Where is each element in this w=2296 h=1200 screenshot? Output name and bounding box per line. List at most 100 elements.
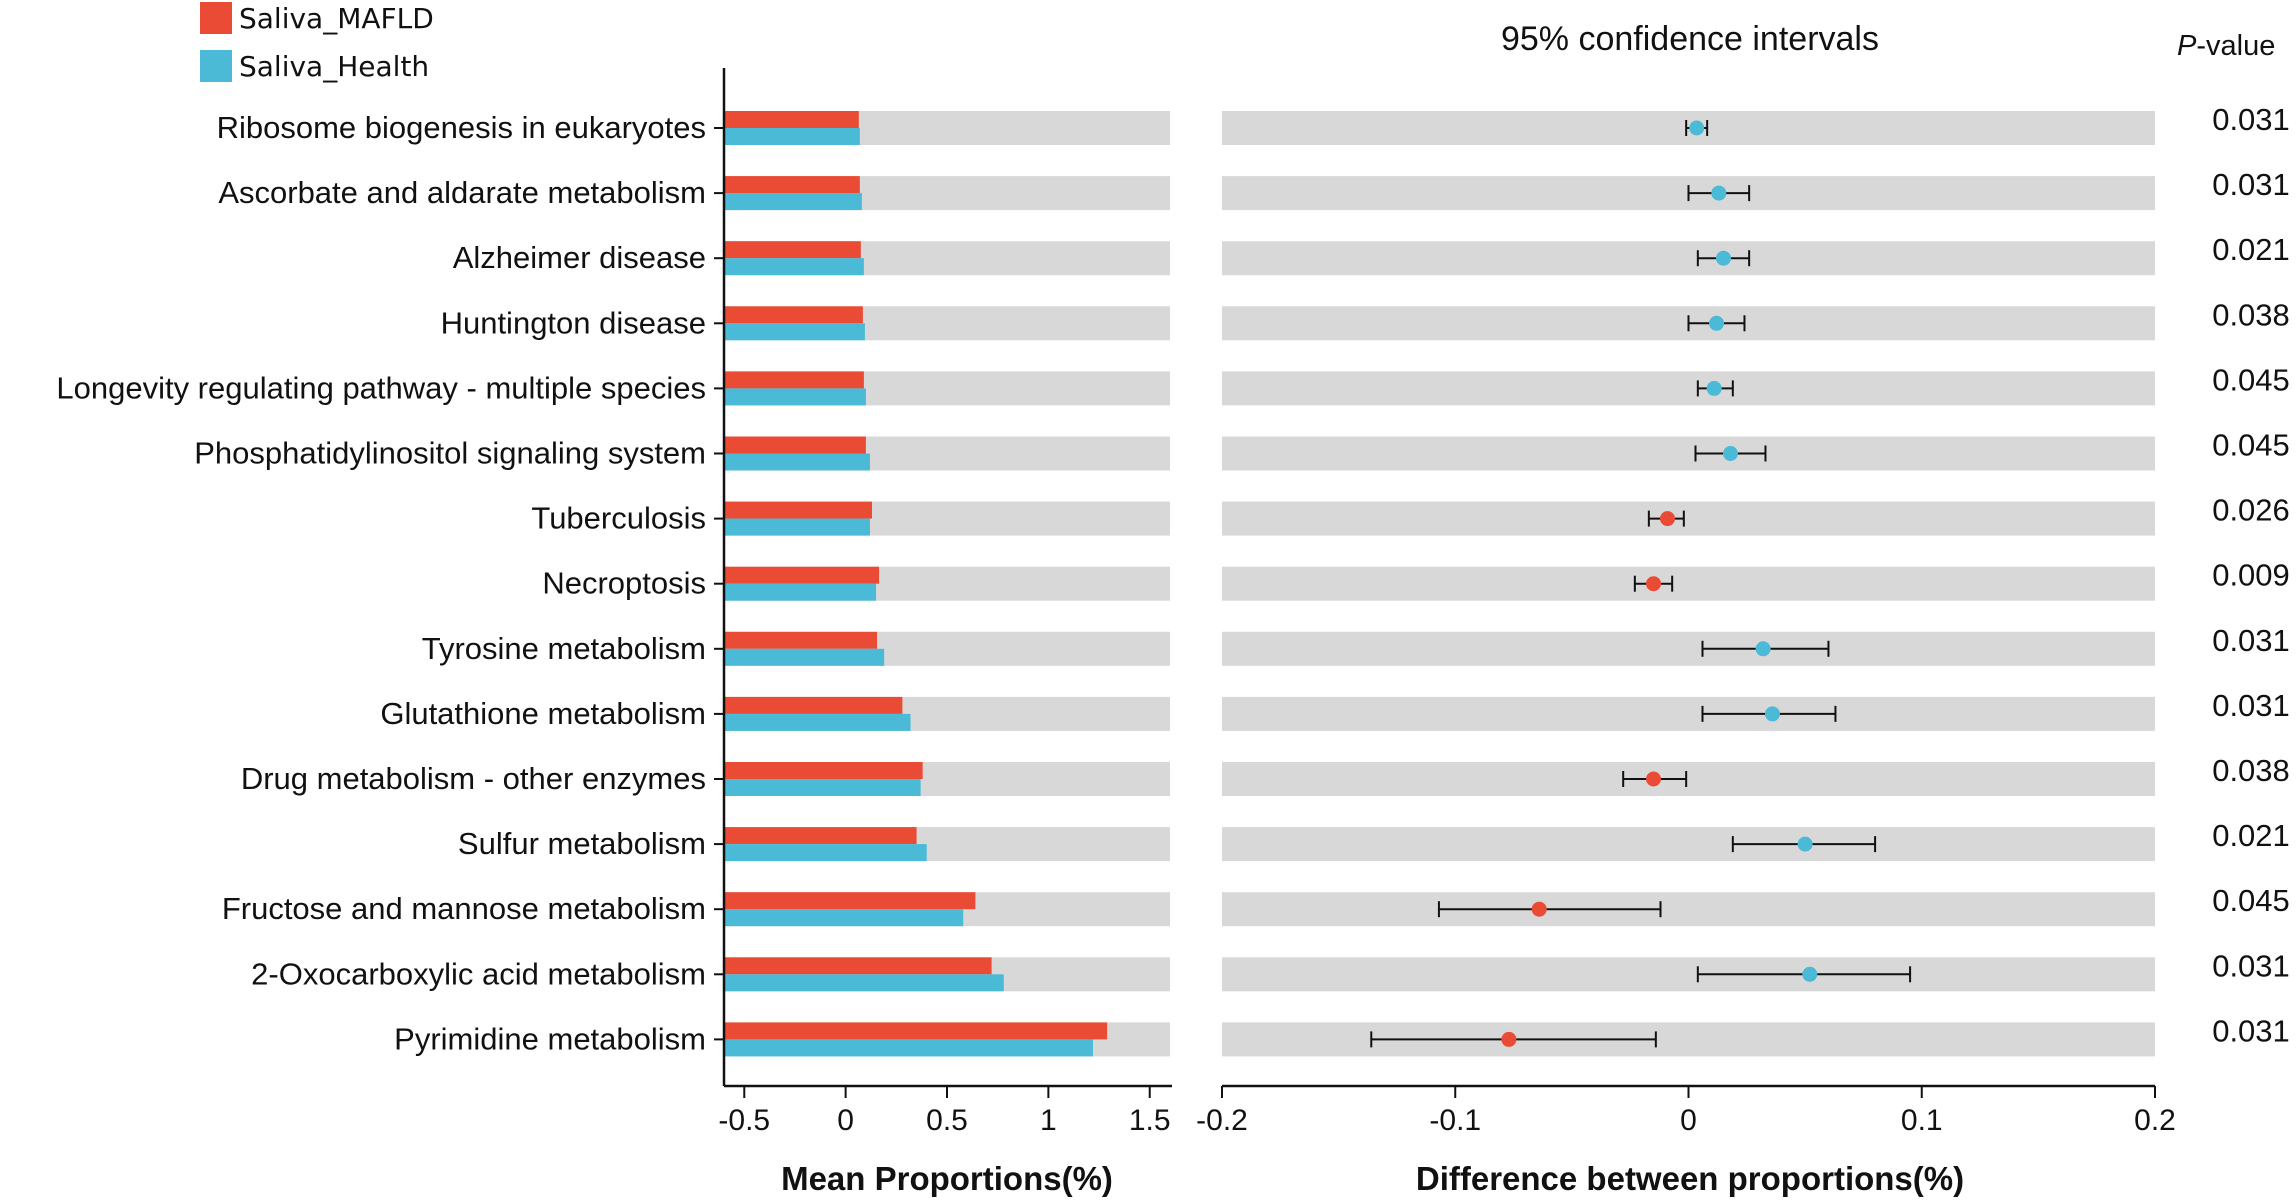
row-band-right (1222, 892, 2155, 927)
bar-health (724, 193, 862, 211)
p-value: 0.026 (2212, 493, 2290, 528)
x-tick-label-left: -0.5 (718, 1104, 770, 1137)
bar-health (724, 1039, 1093, 1057)
pathway-label: Glutathione metabolism (380, 696, 706, 731)
x-axis-title-right: Difference between proportions(%) (1416, 1160, 1964, 1197)
x-tick-label-right: -0.2 (1196, 1104, 1248, 1137)
bar-mafld (724, 371, 864, 389)
p-value-column: P-value 0.031 0.031 0.021 0.038 0.045 0.045 0.0… (2177, 30, 2290, 1048)
ci-point (1660, 511, 1676, 527)
bar-mafld (724, 501, 872, 519)
pathway-label: Drug metabolism - other enzymes (241, 761, 706, 796)
bar-mafld (724, 696, 903, 714)
bar-mafld (724, 436, 866, 454)
p-value: 0.031 (2212, 167, 2290, 202)
bar-health (724, 388, 866, 406)
bar-mafld (724, 631, 878, 649)
p-value: 0.021 (2212, 232, 2290, 267)
bar-health (724, 258, 864, 276)
p-value: 0.038 (2212, 297, 2290, 332)
x-tick-label-left: 0.5 (926, 1104, 968, 1137)
pathway-label: Tyrosine metabolism (422, 631, 706, 666)
x-tick-label-right: 0 (1680, 1104, 1697, 1137)
x-tick-label-left: 0 (837, 1104, 854, 1137)
legend-swatch-0 (200, 2, 232, 34)
legend: Saliva_MAFLD Saliva_Health (200, 2, 434, 83)
mean-proportions-panel: -0.5 0 0.5 1 1.5 Mean Proportions(%) (714, 68, 1172, 1197)
ci-point (1715, 250, 1731, 266)
bar-mafld (724, 892, 976, 910)
bar-mafld (724, 111, 859, 128)
bar-health (724, 648, 885, 666)
p-value: 0.009 (2212, 558, 2290, 593)
legend-swatch-1 (200, 50, 232, 82)
ci-point (1706, 380, 1722, 396)
ci-point (1722, 446, 1738, 461)
pathway-label: Fructose and mannose metabolism (222, 891, 706, 926)
row-band-right (1222, 957, 2155, 992)
row-band-right (1222, 1022, 2155, 1057)
pathway-label: Alzheimer disease (453, 240, 706, 275)
row-band-right (1222, 631, 2155, 666)
p-value: 0.021 (2212, 818, 2290, 853)
p-value: 0.031 (2212, 948, 2290, 983)
pathway-label: Tuberculosis (531, 501, 706, 536)
ci-point (1501, 1031, 1517, 1047)
p-value: 0.038 (2212, 753, 2290, 788)
bar-health (724, 974, 1004, 992)
ci-point (1755, 641, 1771, 657)
bar-health (724, 844, 927, 862)
pathway-label: Huntington disease (441, 305, 706, 340)
ci-point (1764, 706, 1780, 722)
ci-point (1689, 120, 1705, 136)
ci-point (1531, 901, 1547, 917)
row-band-right (1222, 566, 2155, 601)
p-value: 0.045 (2212, 362, 2290, 397)
bar-mafld (724, 827, 917, 845)
x-tick-label-right: 0.2 (2134, 1104, 2176, 1137)
x-tick-label-right: 0.1 (1901, 1104, 1943, 1137)
bar-mafld (724, 762, 923, 779)
bar-mafld (724, 566, 880, 584)
bar-health (724, 128, 860, 145)
pathway-label: Phosphatidylinositol signaling system (194, 436, 706, 471)
row-band-right (1222, 762, 2155, 796)
pathway-label: Pyrimidine metabolism (394, 1021, 706, 1056)
row-band-right (1222, 241, 2155, 276)
ci-title: 95% confidence intervals (1501, 20, 1879, 58)
bar-health (724, 518, 870, 536)
p-value: 0.031 (2212, 623, 2290, 658)
bar-health (724, 453, 870, 471)
x-tick-label-left: 1.5 (1129, 1104, 1171, 1137)
bar-mafld (724, 306, 863, 324)
p-value: 0.031 (2212, 102, 2290, 137)
bar-health (724, 909, 964, 927)
ci-point (1711, 185, 1727, 201)
pathway-labels: Ribosome biogenesis in eukaryotes Ascorba… (56, 110, 706, 1056)
p-value: 0.045 (2212, 883, 2290, 918)
bar-mafld (724, 176, 860, 194)
ci-point (1646, 576, 1662, 592)
x-tick-label-left: 1 (1040, 1104, 1057, 1137)
p-value: 0.045 (2212, 428, 2290, 463)
pathway-label: 2-Oxocarboxylic acid metabolism (251, 956, 706, 991)
ci-point (1802, 966, 1818, 982)
bar-mafld (724, 957, 992, 975)
bar-mafld (724, 241, 861, 259)
pathway-label: Longevity regulating pathway - multiple … (56, 370, 706, 405)
legend-label-0: Saliva_MAFLD (239, 2, 434, 35)
bar-health (724, 583, 877, 601)
row-band-right (1222, 827, 2155, 862)
p-value-header: P-value (2177, 30, 2275, 62)
ci-point (1708, 315, 1724, 331)
bar-health (724, 779, 921, 796)
ci-point (1646, 771, 1662, 787)
pathway-label: Ribosome biogenesis in eukaryotes (217, 110, 706, 145)
p-value-header-rest: -value (2196, 30, 2275, 62)
row-band-right (1222, 501, 2155, 536)
bar-health (724, 323, 865, 341)
p-value: 0.031 (2212, 1013, 2290, 1048)
x-axis-title-left: Mean Proportions(%) (781, 1160, 1113, 1197)
p-value-header-italic: P (2177, 30, 2197, 62)
